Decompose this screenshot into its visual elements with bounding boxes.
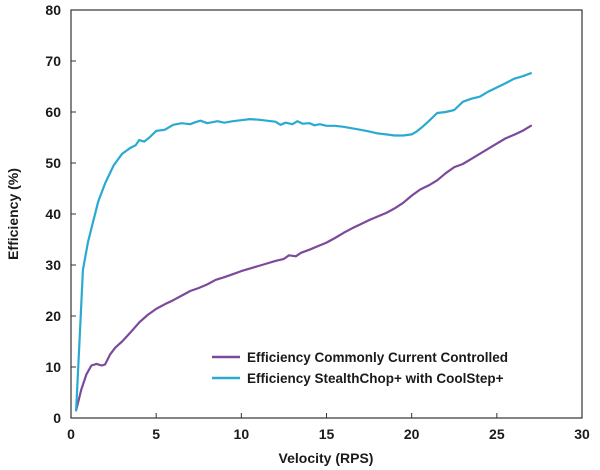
y-tick-label: 30: [45, 257, 61, 273]
series-line-2: [74, 72, 533, 412]
x-tick-label: 20: [404, 426, 420, 442]
series-lines: [74, 72, 533, 412]
y-tick-label: 60: [45, 104, 61, 120]
x-tick-label: 10: [234, 426, 250, 442]
y-tick-label: 70: [45, 53, 61, 69]
y-tick-label: 40: [45, 206, 61, 222]
x-axis: 0 5 10 15 20 25 30: [67, 413, 590, 442]
y-tick-label: 50: [45, 155, 61, 171]
legend-entry: Efficiency Commonly Current Controlled: [247, 350, 508, 365]
y-tick-label: 20: [45, 308, 61, 324]
legend: Efficiency Commonly Current Controlled Ef…: [212, 350, 508, 386]
x-tick-label: 0: [67, 426, 75, 442]
x-axis-label: Velocity (RPS): [279, 450, 374, 466]
series-line-1: [74, 124, 533, 412]
y-axis-label: Efficiency (%): [5, 168, 21, 260]
x-tick-label: 5: [152, 426, 160, 442]
legend-entry: Efficiency StealthChop+ with CoolStep+: [247, 371, 504, 386]
x-tick-label: 30: [574, 426, 590, 442]
x-tick-label: 25: [489, 426, 505, 442]
y-tick-label: 10: [45, 359, 61, 375]
x-tick-label: 15: [319, 426, 335, 442]
y-tick-label: 0: [53, 410, 61, 426]
y-axis: 0 10 20 30 40 50 60 70 80: [45, 2, 76, 426]
y-tick-label: 80: [45, 2, 61, 18]
